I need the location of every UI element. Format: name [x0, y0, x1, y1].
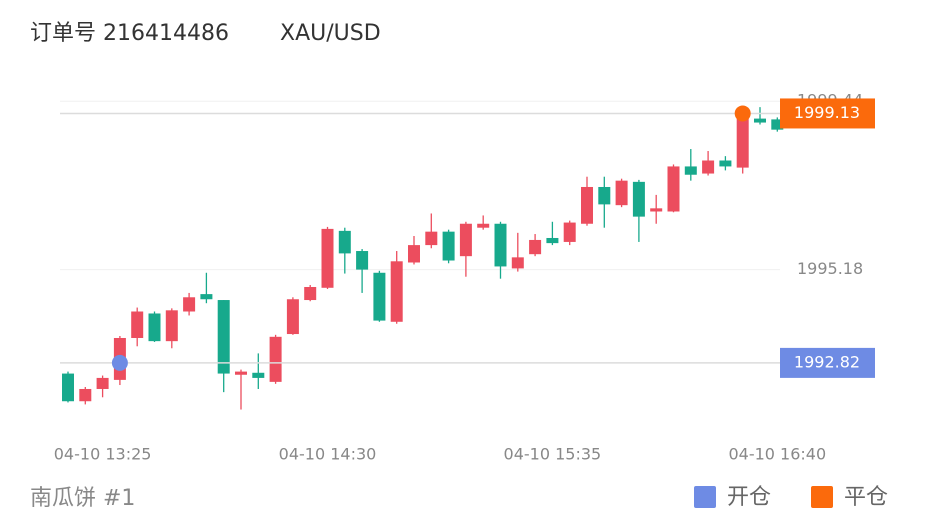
- candle-body: [373, 272, 386, 321]
- candle-body: [546, 237, 559, 244]
- candle-body: [408, 245, 420, 263]
- x-tick-label: 04-10 15:35: [504, 445, 602, 464]
- y-tick-label: 1995.18: [797, 259, 863, 278]
- candle-body: [667, 166, 680, 212]
- candle-body: [62, 373, 74, 402]
- price-label-box: [780, 347, 875, 378]
- candle-body: [148, 313, 161, 342]
- candle-body: [650, 208, 663, 212]
- price-label: 1992.82: [794, 352, 860, 371]
- trade-marker: [734, 105, 751, 122]
- legend-swatch: [811, 486, 833, 508]
- candle-body: [235, 371, 247, 375]
- chart-title: 订单号 216414486: [30, 21, 229, 46]
- candle-body: [581, 186, 593, 224]
- candle-body: [338, 230, 351, 254]
- legend-swatch: [694, 486, 716, 508]
- trade-marker: [111, 354, 128, 371]
- x-tick-label: 04-10 16:40: [728, 445, 826, 464]
- candle-body: [598, 186, 611, 205]
- candle-body: [754, 118, 766, 123]
- candle-body: [425, 231, 438, 246]
- caption: 南瓜饼 #1: [30, 486, 135, 511]
- candle-body: [183, 297, 196, 312]
- legend-label: 平仓: [844, 485, 888, 510]
- candle-body: [702, 160, 715, 174]
- candle-body: [252, 372, 265, 378]
- candle-body: [529, 239, 542, 255]
- candle-body: [736, 115, 749, 168]
- chart-subtitle: XAU/USD: [280, 21, 381, 46]
- candle-body: [96, 377, 109, 389]
- price-label: 1999.13: [794, 103, 860, 122]
- candle-body: [79, 388, 92, 402]
- candle-body: [632, 181, 645, 217]
- candle-body: [356, 251, 369, 270]
- candle-body: [511, 257, 524, 269]
- candle-body: [200, 294, 213, 300]
- candle-body: [131, 311, 144, 338]
- legend-label: 开仓: [727, 485, 771, 510]
- candle-body: [684, 166, 697, 175]
- candle-body: [390, 261, 403, 322]
- candle-body: [615, 180, 628, 206]
- x-tick-label: 04-10 13:25: [54, 445, 152, 464]
- candle-body: [321, 228, 334, 288]
- candle-body: [771, 119, 784, 130]
- candle-body: [165, 310, 178, 342]
- x-tick-label: 04-10 14:30: [279, 445, 377, 464]
- candle-body: [563, 222, 576, 242]
- candle-body: [304, 286, 317, 301]
- candle-body: [442, 231, 455, 261]
- candle-body: [477, 223, 490, 228]
- candle-body: [494, 223, 507, 267]
- price-label-box: [780, 98, 875, 129]
- candle-body: [459, 223, 472, 257]
- candle-body: [269, 336, 282, 382]
- candle-body: [719, 160, 732, 167]
- candle-body: [286, 299, 299, 335]
- candle-body: [217, 300, 230, 374]
